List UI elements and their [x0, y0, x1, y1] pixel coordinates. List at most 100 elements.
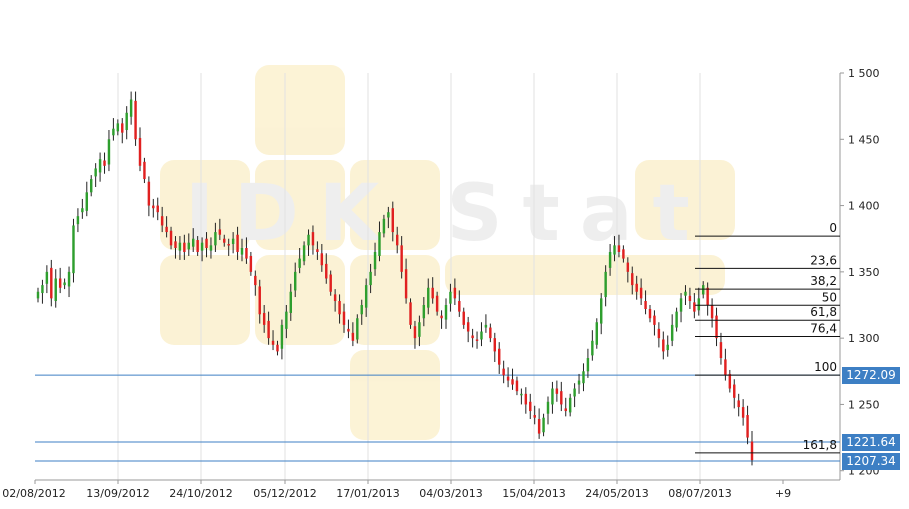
candle-body — [67, 271, 71, 287]
candle-body — [395, 234, 399, 246]
candle-body — [302, 245, 306, 262]
candle-body — [471, 335, 474, 339]
candle-body — [617, 245, 621, 252]
y-tick-label: 1 400 — [848, 200, 880, 213]
candle-body — [369, 271, 372, 286]
candle-body — [480, 331, 483, 340]
candle-body — [710, 305, 714, 319]
candle-body — [644, 301, 647, 309]
candle-body — [347, 328, 350, 332]
candle-body — [693, 302, 696, 312]
y-tick-label: 1 300 — [848, 332, 880, 345]
candle-body — [267, 320, 270, 339]
candle-body — [502, 368, 505, 376]
candle-body — [298, 258, 301, 268]
candle-body — [506, 376, 510, 381]
candle-body — [586, 358, 590, 372]
candle-body — [196, 240, 199, 252]
candle-body — [595, 322, 599, 345]
candle-body — [515, 380, 519, 392]
candle-body — [529, 401, 532, 412]
candle-body — [400, 245, 403, 272]
candle-body — [635, 283, 638, 292]
candle-body — [546, 401, 550, 414]
candle-body — [608, 251, 612, 268]
candle-body — [325, 263, 328, 279]
candle-body — [63, 282, 66, 286]
candle-body — [129, 99, 133, 117]
fib-level-label: 100 — [814, 360, 837, 374]
candle-body — [413, 326, 417, 339]
candle-body — [209, 245, 213, 251]
candle-body — [342, 311, 346, 325]
candle-body — [568, 397, 572, 413]
candle-body — [542, 417, 545, 433]
y-tick-label: 1 450 — [848, 133, 880, 146]
candle-body — [701, 285, 705, 295]
candle-body — [564, 408, 567, 412]
price-label-1272: 1272.09 — [842, 367, 900, 384]
fib-level-label: 38,2 — [810, 274, 837, 288]
fib-level-label: 76,4 — [810, 322, 837, 336]
candle-body — [688, 295, 692, 302]
candle-body — [560, 391, 563, 405]
candle-body — [183, 242, 186, 252]
candle-body — [214, 232, 217, 246]
candle-body — [724, 359, 727, 376]
candle-body — [662, 339, 665, 352]
x-tick-label: 13/09/2012 — [86, 487, 149, 500]
candle-body — [293, 271, 297, 291]
candle-body — [231, 238, 235, 245]
candle-body — [329, 274, 332, 292]
candle-body — [444, 305, 448, 320]
candle-body — [98, 159, 102, 173]
candle-body — [223, 238, 226, 243]
candle-body — [191, 238, 195, 247]
candle-body — [422, 305, 426, 319]
x-tick-label: 04/03/2013 — [419, 487, 482, 500]
watermark-logo: IDK Stat — [160, 65, 735, 440]
candle-body — [178, 242, 182, 251]
x-tick-label: 17/01/2013 — [336, 487, 399, 500]
candle-body — [728, 373, 732, 389]
candle-body — [666, 344, 669, 351]
candle-body — [613, 245, 616, 255]
candle-body — [200, 242, 204, 251]
candle-body — [466, 322, 470, 332]
candle-body — [276, 344, 279, 352]
candle-body — [94, 168, 97, 177]
candle-body — [409, 302, 412, 325]
candle-body — [103, 160, 106, 166]
candle-body — [440, 315, 443, 319]
candle-body — [254, 275, 257, 286]
candle-body — [599, 298, 603, 324]
x-tick-label: 24/05/2013 — [585, 487, 648, 500]
candle-body — [520, 393, 523, 396]
candle-body — [174, 241, 177, 248]
candle-body — [143, 161, 146, 180]
x-tick-label: 02/08/2012 — [2, 487, 65, 500]
fib-level-label: 50 — [822, 290, 837, 304]
candle-body — [475, 339, 479, 341]
price-label-1221: 1221.64 — [842, 434, 900, 451]
candle-body — [107, 139, 111, 165]
candle-body — [121, 123, 124, 133]
watermark-text: IDK Stat — [185, 169, 710, 259]
candle-body — [311, 232, 315, 246]
candle-body — [54, 278, 57, 302]
candle-body — [750, 441, 754, 461]
fib-level-label: 0 — [829, 221, 837, 235]
candle-body — [582, 371, 585, 384]
candle-body — [307, 234, 310, 246]
candle-body — [622, 249, 625, 259]
candle-body — [382, 218, 386, 234]
candle-body — [125, 112, 128, 131]
candle-body — [360, 305, 363, 315]
x-tick-label: 05/12/2012 — [253, 487, 316, 500]
candle-body — [289, 291, 293, 313]
candle-body — [72, 225, 75, 274]
price-label-1207: 1207.34 — [842, 453, 900, 470]
x-tick-label: 15/04/2013 — [502, 487, 565, 500]
candle-body — [245, 247, 248, 259]
